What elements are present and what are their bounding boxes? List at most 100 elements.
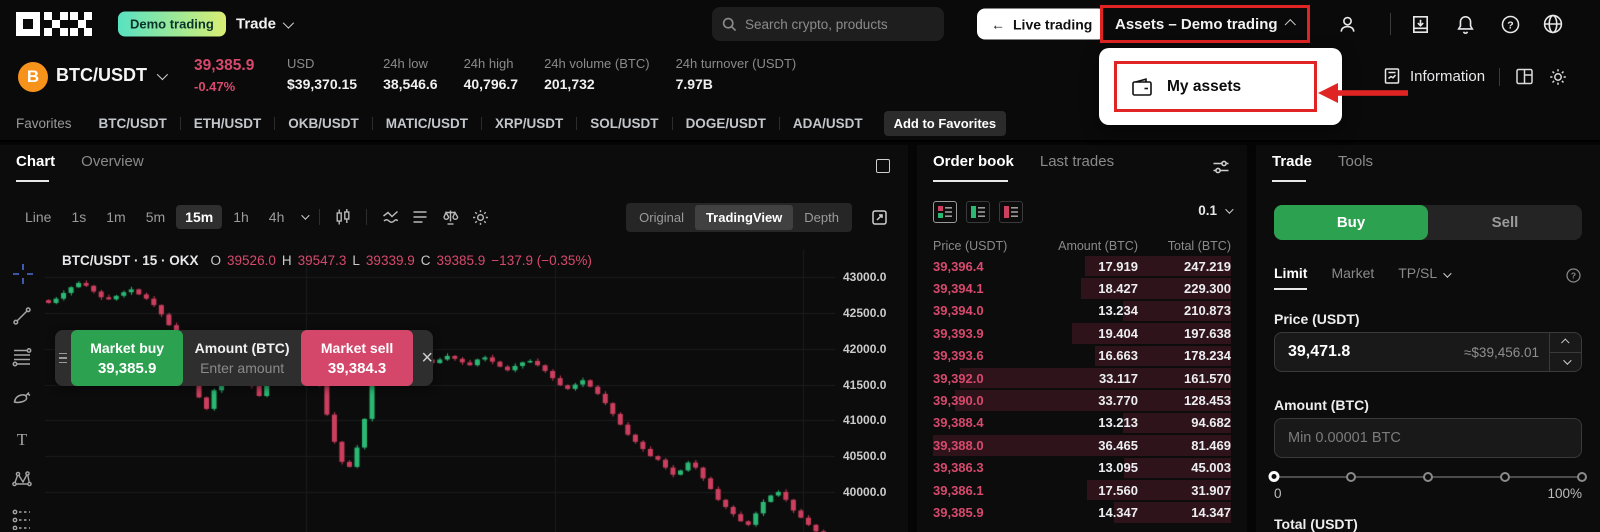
search-input[interactable] bbox=[745, 16, 925, 32]
depth-bar bbox=[1087, 479, 1231, 501]
notifications-bell-icon[interactable] bbox=[1453, 12, 1477, 36]
chart-settings-gear-icon[interactable] bbox=[467, 204, 493, 230]
information-link[interactable]: Information bbox=[1383, 67, 1485, 85]
market-sell-button[interactable]: Market sell 39,384.3 bbox=[300, 330, 414, 386]
view-depth[interactable]: Depth bbox=[804, 209, 839, 225]
market-buy-button[interactable]: Market buy 39,385.9 bbox=[70, 330, 184, 386]
tab-trade[interactable]: Trade bbox=[1272, 153, 1312, 182]
tab-tools[interactable]: Tools bbox=[1338, 153, 1374, 170]
favorite-pair-doge[interactable]: DOGE/USDT bbox=[685, 115, 766, 131]
search-box[interactable] bbox=[712, 7, 944, 41]
order-book-row[interactable]: 39,388.0 36.465 81.469 bbox=[933, 434, 1231, 456]
text-tool-icon[interactable]: T bbox=[11, 428, 35, 452]
favorite-pair-xrp[interactable]: XRP/USDT bbox=[495, 115, 564, 131]
brush-tool-icon[interactable] bbox=[11, 387, 35, 411]
interval-line[interactable]: Line bbox=[25, 209, 52, 225]
view-tradingview[interactable]: TradingView bbox=[694, 204, 794, 230]
order-type-limit[interactable]: Limit bbox=[1274, 265, 1308, 290]
order-book-row[interactable]: 39,394.0 13.234 210.873 bbox=[933, 300, 1231, 322]
slider-dot[interactable] bbox=[1577, 472, 1587, 482]
favorite-pair-eth[interactable]: ETH/USDT bbox=[193, 115, 262, 131]
user-icon[interactable] bbox=[1335, 12, 1359, 36]
favorite-pair-okb[interactable]: OKB/USDT bbox=[288, 115, 359, 131]
book-mode-asks-icon[interactable] bbox=[999, 201, 1023, 223]
order-type-help-icon[interactable]: ? bbox=[1565, 267, 1582, 289]
order-book-row[interactable]: 39,388.4 13.213 94.682 bbox=[933, 412, 1231, 434]
settings-gear-icon[interactable] bbox=[1548, 67, 1568, 87]
favorite-pair-btc[interactable]: BTC/USDT bbox=[98, 115, 167, 131]
crosshair-tool-icon[interactable] bbox=[11, 262, 35, 286]
legend-low-value: 39339.9 bbox=[365, 253, 415, 268]
sell-button[interactable]: Sell bbox=[1428, 205, 1582, 240]
position-tool-icon[interactable] bbox=[11, 508, 35, 532]
interval-1s[interactable]: 1s bbox=[71, 209, 87, 225]
order-book-row[interactable]: 39,386.3 13.095 45.003 bbox=[933, 457, 1231, 479]
tab-overview[interactable]: Overview bbox=[81, 153, 144, 170]
stat-label: 24h volume (BTC) bbox=[544, 56, 650, 71]
favorite-pair-ada[interactable]: ADA/USDT bbox=[792, 115, 863, 131]
stepper-down-icon[interactable] bbox=[1550, 353, 1581, 372]
order-book-row[interactable]: 39,396.4 17.919 247.219 bbox=[933, 255, 1231, 277]
assets-menu-button[interactable]: Assets – Demo trading bbox=[1100, 5, 1310, 43]
candlestick-canvas[interactable] bbox=[45, 250, 835, 532]
indicators-icon[interactable] bbox=[377, 204, 403, 230]
order-book-row[interactable]: 39,390.0 33.770 128.453 bbox=[933, 389, 1231, 411]
order-type-tp-sl[interactable]: TP/SL bbox=[1398, 265, 1452, 290]
candlestick-style-icon[interactable] bbox=[330, 204, 356, 230]
order-book-row[interactable]: 39,393.6 16.663 178.234 bbox=[933, 345, 1231, 367]
interval-5m[interactable]: 5m bbox=[145, 209, 166, 225]
close-icon[interactable]: × bbox=[421, 346, 433, 369]
order-book-row[interactable]: 39,386.1 17.560 31.907 bbox=[933, 479, 1231, 501]
favorite-pair-matic[interactable]: MATIC/USDT bbox=[385, 115, 469, 131]
market-amount-field[interactable]: Amount (BTC) Enter amount bbox=[183, 340, 300, 376]
order-type-market[interactable]: Market bbox=[1331, 265, 1375, 281]
live-trading-button[interactable]: ← Live trading bbox=[977, 8, 1107, 40]
globe-language-icon[interactable] bbox=[1541, 12, 1565, 36]
help-icon[interactable]: ? bbox=[1498, 12, 1522, 36]
layout-icon[interactable] bbox=[1515, 67, 1535, 87]
maximize-icon[interactable] bbox=[876, 159, 890, 173]
pair-selector[interactable]: BTC/USDT bbox=[56, 65, 169, 86]
slider-dot[interactable] bbox=[1500, 472, 1510, 482]
order-book-row[interactable]: 39,394.1 18.427 229.300 bbox=[933, 277, 1231, 299]
my-assets-menu-item[interactable]: My assets bbox=[1114, 61, 1317, 112]
trade-menu[interactable]: Trade bbox=[236, 16, 295, 33]
amount-input[interactable] bbox=[1275, 430, 1581, 446]
drag-handle-icon[interactable] bbox=[55, 352, 71, 364]
slider-dot[interactable] bbox=[1268, 471, 1280, 482]
add-to-favorites-button[interactable]: Add to Favorites bbox=[883, 110, 1007, 136]
interval-4h[interactable]: 4h bbox=[268, 209, 285, 225]
download-app-icon[interactable] bbox=[1408, 12, 1432, 36]
chevron-down-icon[interactable] bbox=[301, 211, 311, 220]
interval-1m[interactable]: 1m bbox=[106, 209, 126, 225]
view-original[interactable]: Original bbox=[639, 209, 684, 225]
amount-slider[interactable] bbox=[1268, 471, 1587, 482]
chart-view-switch: Original TradingView Depth bbox=[626, 202, 852, 232]
depth-bar bbox=[1080, 278, 1231, 299]
slider-dot[interactable] bbox=[1423, 472, 1433, 482]
order-book-row[interactable]: 39,385.9 14.347 14.347 bbox=[933, 501, 1231, 523]
order-lines-icon[interactable] bbox=[407, 204, 433, 230]
book-mode-bids-icon[interactable] bbox=[966, 201, 990, 223]
price-field[interactable]: 39,471.8 ≈$39,456.01 bbox=[1274, 332, 1582, 372]
order-book-row[interactable]: 39,393.9 19.404 197.638 bbox=[933, 322, 1231, 344]
buy-button[interactable]: Buy bbox=[1274, 205, 1428, 240]
book-mode-both-icon[interactable] bbox=[933, 201, 957, 223]
precision-dropdown[interactable]: 0.1 bbox=[1198, 203, 1234, 218]
tab-last-trades[interactable]: Last trades bbox=[1039, 153, 1115, 170]
favorite-pair-sol[interactable]: SOL/USDT bbox=[590, 115, 659, 131]
order-book-row[interactable]: 39,392.0 33.117 161.570 bbox=[933, 367, 1231, 389]
trend-line-tool-icon[interactable] bbox=[11, 305, 35, 329]
interval-15m[interactable]: 15m bbox=[176, 205, 223, 229]
stepper-up-icon[interactable] bbox=[1550, 333, 1581, 353]
tab-order-book[interactable]: Order book bbox=[933, 153, 1014, 182]
tab-chart[interactable]: Chart bbox=[16, 153, 55, 182]
interval-1h[interactable]: 1h bbox=[233, 209, 249, 225]
order-book-filter-icon[interactable] bbox=[1211, 157, 1231, 182]
expand-chart-icon[interactable] bbox=[866, 204, 892, 230]
compare-scales-icon[interactable] bbox=[437, 204, 463, 230]
fib-retracement-tool-icon[interactable] bbox=[11, 346, 35, 370]
okx-logo[interactable] bbox=[16, 11, 92, 37]
xabcd-pattern-tool-icon[interactable] bbox=[11, 468, 35, 492]
slider-dot[interactable] bbox=[1346, 472, 1356, 482]
